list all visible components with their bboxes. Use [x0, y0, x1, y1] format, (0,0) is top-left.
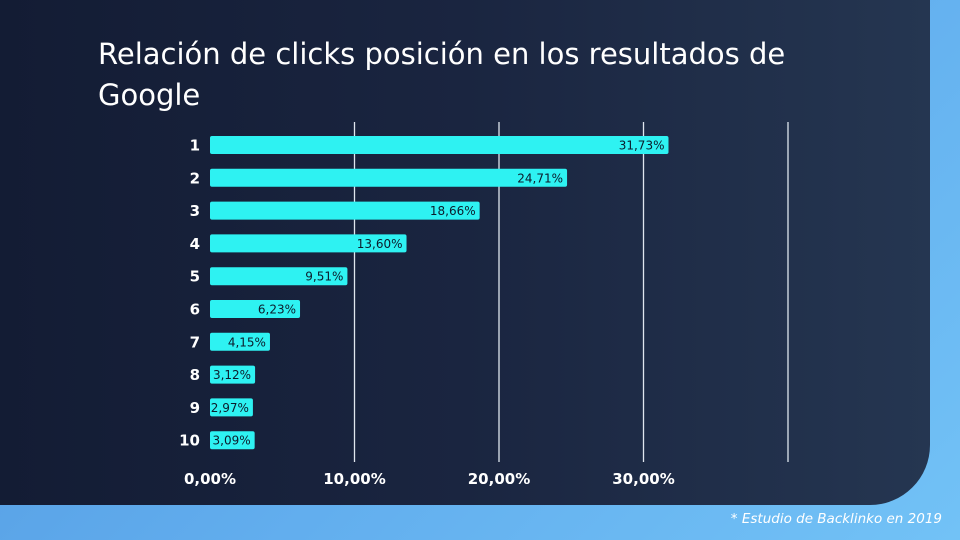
- bar-value-label: 2,97%: [211, 401, 249, 415]
- bar: [210, 201, 480, 220]
- position-label: 8: [190, 366, 200, 384]
- position-label: 2: [190, 169, 200, 187]
- position-label: 10: [179, 432, 200, 450]
- bar: [210, 234, 407, 253]
- bar-value-label: 13,60%: [357, 237, 403, 251]
- bar-value-label: 9,51%: [305, 270, 343, 284]
- position-label: 3: [190, 202, 200, 220]
- bar-value-label: 24,71%: [517, 171, 563, 185]
- bar: [210, 168, 568, 187]
- position-label: 4: [190, 235, 200, 253]
- position-labels: 1 2 3 4 5 6 7 8 9 10: [179, 137, 200, 450]
- position-label: 9: [190, 399, 200, 417]
- position-label: 1: [190, 137, 200, 155]
- value-labels: 31,73% 24,71% 18,66% 13,60% 9,51% 6,23% 4,15% 3…: [211, 139, 665, 448]
- bar: [210, 365, 256, 384]
- bar-value-label: 6,23%: [258, 303, 296, 317]
- x-tick-label: 0,00%: [184, 470, 236, 488]
- bar: [210, 267, 348, 286]
- bar: [210, 398, 253, 417]
- position-label: 6: [190, 301, 200, 319]
- bar-value-label: 18,66%: [430, 204, 476, 218]
- source-footnote: * Estudio de Backlinko en 2019: [730, 511, 942, 527]
- bar: [210, 431, 255, 450]
- slide-panel: [0, 0, 930, 505]
- x-tick-label: 30,00%: [612, 470, 674, 488]
- position-label: 7: [190, 333, 200, 351]
- bar: [210, 332, 270, 351]
- bar-value-label: 4,15%: [228, 335, 266, 349]
- bar-value-label: 3,09%: [213, 434, 251, 448]
- x-axis-tick-labels: 0,00% 10,00% 20,00% 30,00%: [184, 470, 675, 488]
- x-tick-label: 20,00%: [468, 470, 530, 488]
- slide-title: Relación de clicks posición en los resul…: [98, 37, 786, 112]
- bar: [210, 136, 669, 154]
- bar: [210, 300, 301, 318]
- position-label: 5: [190, 268, 200, 286]
- bars: [210, 136, 669, 450]
- bar-value-label: 31,73%: [619, 139, 665, 153]
- x-tick-label: 10,00%: [323, 470, 385, 488]
- bar-value-label: 3,12%: [213, 368, 251, 382]
